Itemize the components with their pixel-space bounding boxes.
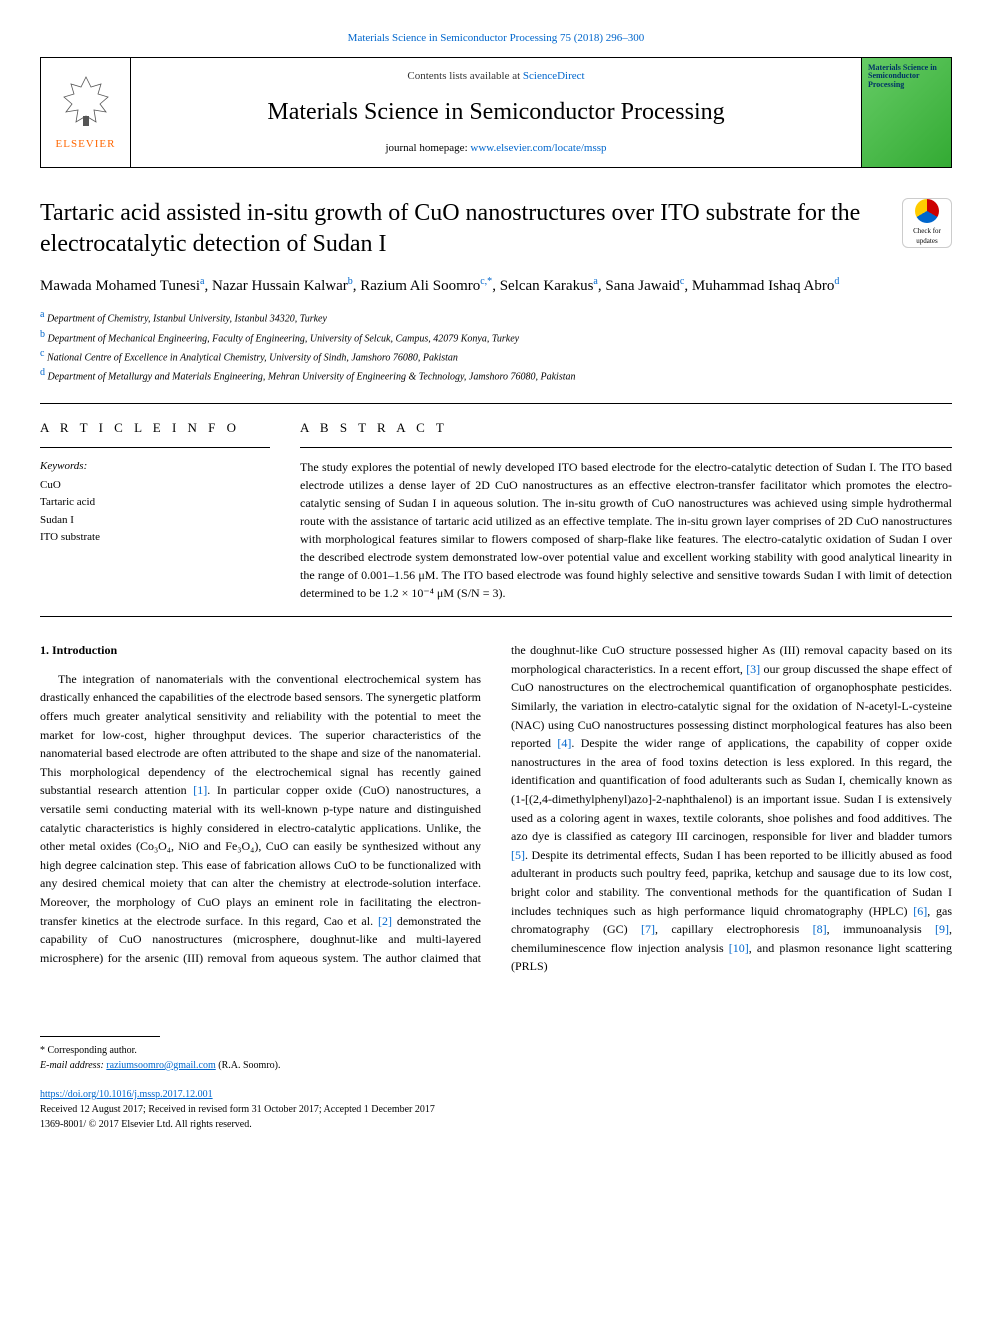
article-info-heading: A R T I C L E I N F O (40, 418, 270, 438)
separator (40, 447, 270, 448)
received-line: Received 12 August 2017; Received in rev… (40, 1102, 952, 1117)
homepage-link[interactable]: www.elsevier.com/locate/mssp (470, 142, 606, 154)
top-reference: Materials Science in Semiconductor Proce… (40, 30, 952, 47)
journal-header: ELSEVIER Contents lists available at Sci… (40, 57, 952, 168)
corresponding-author: * Corresponding author. (40, 1043, 952, 1058)
elsevier-text: ELSEVIER (56, 136, 116, 153)
header-center: Contents lists available at ScienceDirec… (131, 58, 861, 167)
check-updates-label: Check for updates (903, 226, 951, 247)
abstract: A B S T R A C T The study explores the p… (300, 418, 952, 603)
footer: * Corresponding author. E-mail address: … (40, 1036, 952, 1132)
abstract-heading: A B S T R A C T (300, 418, 952, 438)
check-updates-badge[interactable]: Check for updates (902, 198, 952, 248)
contents-line: Contents lists available at ScienceDirec… (151, 68, 841, 85)
keywords-label: Keywords: (40, 458, 270, 475)
body-columns: 1. Introduction The integration of nanom… (40, 641, 952, 976)
keywords-list: CuOTartaric acidSudan IITO substrate (40, 477, 270, 547)
info-abstract-row: A R T I C L E I N F O Keywords: CuOTarta… (40, 418, 952, 603)
check-updates-icon (915, 199, 939, 223)
journal-cover: Materials Science in Semiconductor Proce… (861, 58, 951, 167)
separator (300, 447, 952, 448)
authors-list: Mawada Mohamed Tunesia, Nazar Hussain Ka… (40, 274, 952, 298)
doi-link[interactable]: https://doi.org/10.1016/j.mssp.2017.12.0… (40, 1089, 213, 1100)
elsevier-tree-icon (56, 72, 116, 132)
separator (40, 403, 952, 404)
contents-prefix: Contents lists available at (407, 70, 522, 82)
email-link[interactable]: raziumsoomro@gmail.com (106, 1060, 215, 1071)
affiliations: a Department of Chemistry, Istanbul Univ… (40, 307, 952, 384)
separator (40, 616, 952, 617)
intro-heading: 1. Introduction (40, 641, 481, 660)
issn-line: 1369-8001/ © 2017 Elsevier Ltd. All righ… (40, 1117, 952, 1132)
sciencedirect-link[interactable]: ScienceDirect (523, 70, 585, 82)
email-suffix: (R.A. Soomro). (216, 1060, 281, 1071)
cover-title: Materials Science in Semiconductor Proce… (868, 64, 945, 90)
article-title: Tartaric acid assisted in-situ growth of… (40, 198, 952, 260)
journal-name: Materials Science in Semiconductor Proce… (151, 94, 841, 130)
journal-homepage: journal homepage: www.elsevier.com/locat… (151, 140, 841, 157)
footnote-separator (40, 1036, 160, 1037)
article-info: A R T I C L E I N F O Keywords: CuOTarta… (40, 418, 270, 603)
homepage-prefix: journal homepage: (385, 142, 470, 154)
elsevier-logo: ELSEVIER (41, 58, 131, 167)
email-line: E-mail address: raziumsoomro@gmail.com (… (40, 1058, 952, 1073)
intro-body: The integration of nanomaterials with th… (40, 641, 952, 976)
abstract-text: The study explores the potential of newl… (300, 458, 952, 602)
email-label: E-mail address: (40, 1060, 106, 1071)
